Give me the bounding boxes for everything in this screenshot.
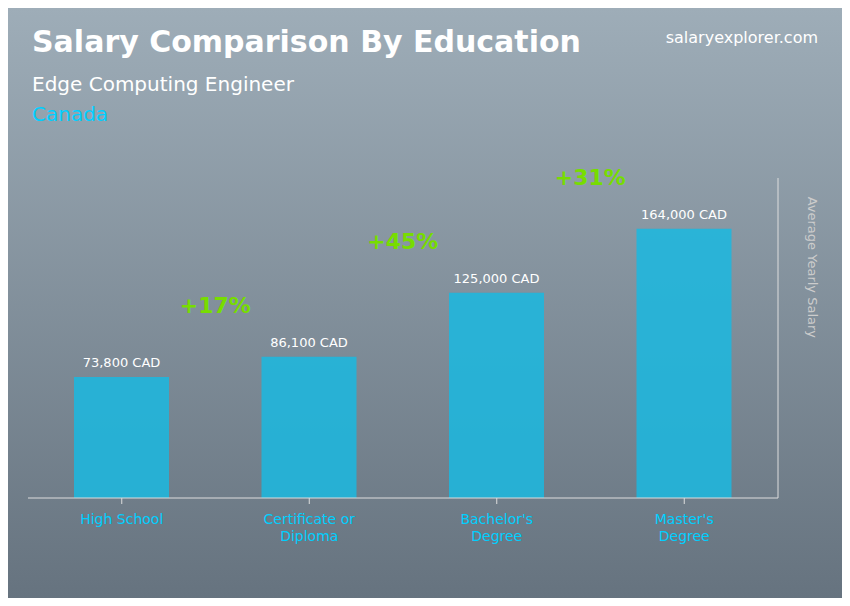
html-text:Canada: Canada — [32, 102, 109, 126]
svg-text:Master'sDegree: Master'sDegree — [655, 511, 714, 544]
svg-text:High School: High School — [80, 511, 163, 527]
svg-text:73,800 CAD: 73,800 CAD — [83, 355, 161, 370]
svg-text:86,100 CAD: 86,100 CAD — [270, 335, 348, 350]
svg-text:+31%: +31% — [555, 165, 626, 190]
svg-text:Bachelor'sDegree: Bachelor'sDegree — [460, 511, 533, 544]
svg-text:125,000 CAD: 125,000 CAD — [454, 271, 540, 286]
svg-text:Average Yearly Salary: Average Yearly Salary — [805, 197, 820, 339]
svg-text:+45%: +45% — [367, 229, 438, 254]
html-text:salaryexplorer.com: salaryexplorer.com — [665, 28, 818, 47]
html-text:Salary Comparison By Education: Salary Comparison By Education — [32, 24, 581, 59]
svg-text:+17%: +17% — [180, 293, 251, 318]
svg-text:Certificate orDiploma: Certificate orDiploma — [264, 511, 356, 544]
svg-text:164,000 CAD: 164,000 CAD — [641, 207, 727, 222]
html-text:Edge Computing Engineer: Edge Computing Engineer — [32, 72, 294, 96]
